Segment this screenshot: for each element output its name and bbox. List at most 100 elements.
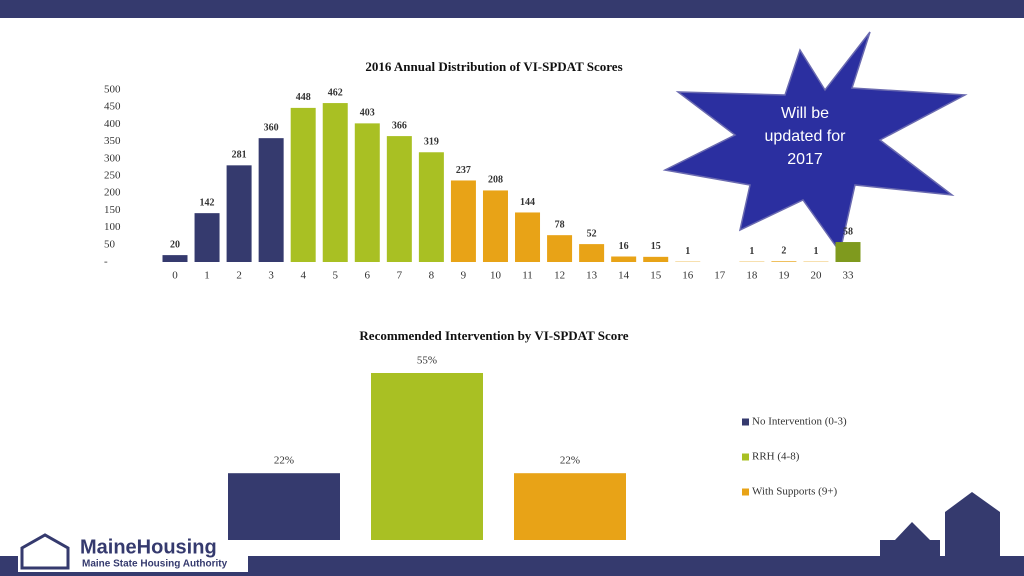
- y-tick-label: 300: [104, 152, 121, 164]
- bar: [482, 190, 508, 262]
- x-tick-label: 20: [810, 270, 822, 282]
- roof: [895, 522, 930, 540]
- bar: [194, 213, 220, 262]
- logo-bg: [18, 532, 248, 572]
- x-tick-label: 13: [586, 270, 598, 282]
- bar: [579, 244, 605, 262]
- value-label: 462: [328, 87, 343, 98]
- bar: [354, 123, 380, 262]
- x-tick-label: 2: [236, 270, 242, 282]
- x-tick-label: 4: [300, 270, 306, 282]
- top-band: [0, 0, 1024, 18]
- value-label: 366: [392, 120, 407, 131]
- x-tick-label: 3: [268, 270, 274, 282]
- value-label: 319: [424, 137, 439, 148]
- y-tick-label: 400: [104, 118, 121, 130]
- houses: [880, 492, 1000, 568]
- bar: [450, 180, 476, 262]
- value-label: 237: [456, 165, 471, 176]
- value-label: 208: [488, 175, 503, 186]
- value-label: 1: [813, 246, 818, 257]
- bar: [371, 373, 483, 540]
- logo-subtitle: Maine State Housing Authority: [82, 559, 228, 570]
- y-tick-label: 450: [104, 101, 121, 113]
- value-label: 403: [360, 108, 375, 119]
- annotation: updated for: [765, 128, 847, 145]
- legend-swatch: [742, 453, 749, 461]
- starburst: [662, 31, 968, 254]
- x-tick-label: 16: [682, 270, 694, 282]
- y-tick-label: 500: [104, 84, 121, 96]
- annotation: Will be: [781, 105, 829, 122]
- bar: [835, 242, 861, 262]
- value-label: 144: [520, 197, 535, 208]
- house: [880, 540, 940, 568]
- value-label: 2: [781, 246, 786, 257]
- x-tick-label: 7: [397, 270, 403, 282]
- x-tick-label: 14: [618, 270, 630, 282]
- x-tick-label: 10: [490, 270, 502, 282]
- annotation: 2017: [787, 151, 823, 168]
- bar: [258, 138, 284, 262]
- y-tick-label: -: [104, 256, 108, 268]
- x-tick-label: 8: [429, 270, 435, 282]
- value-label: 142: [200, 197, 215, 208]
- house: [945, 512, 1000, 568]
- y-tick-label: 100: [104, 221, 121, 233]
- legend-label: No Intervention (0-3): [752, 416, 847, 428]
- legend-label: With Supports (9+): [752, 486, 838, 498]
- value-label: 281: [232, 150, 247, 161]
- bar: [771, 261, 797, 262]
- x-tick-label: 6: [365, 270, 371, 282]
- value-label: 15: [651, 241, 661, 252]
- bar: [290, 107, 316, 262]
- value-label: 360: [264, 122, 279, 133]
- bar: [386, 136, 412, 262]
- y-tick-label: 50: [104, 238, 116, 250]
- logo: MaineHousing Maine State Housing Authori…: [18, 532, 248, 572]
- value-label: 1: [685, 246, 690, 257]
- x-tick-label: 9: [461, 270, 467, 282]
- x-tick-label: 1: [204, 270, 210, 282]
- roof: [945, 492, 1000, 512]
- logo-icon: [20, 533, 70, 570]
- legend-swatch: [742, 488, 749, 496]
- legend-swatch: [742, 418, 749, 426]
- bar: [514, 473, 626, 540]
- bar: [418, 152, 444, 262]
- bar: [547, 235, 573, 262]
- y-tick-label: 250: [104, 170, 121, 182]
- y-tick-label: 150: [104, 204, 121, 216]
- bar: [228, 473, 340, 540]
- value-label: 58: [843, 226, 853, 237]
- x-tick-label: 15: [650, 270, 662, 282]
- value-label: 1: [749, 246, 754, 257]
- y-tick-label: 200: [104, 187, 121, 199]
- bar: [322, 103, 348, 263]
- value-label: 22%: [274, 455, 294, 467]
- y-tick-label: 350: [104, 135, 121, 147]
- value-label: 16: [619, 241, 629, 252]
- value-label: 448: [296, 92, 311, 103]
- x-tick-label: 17: [714, 270, 726, 282]
- value-label: 78: [555, 219, 565, 230]
- legend-label: RRH (4-8): [752, 451, 800, 463]
- x-tick-label: 12: [554, 270, 565, 282]
- chart-title: 2016 Annual Distribution of VI-SPDAT Sco…: [365, 59, 622, 74]
- x-tick-label: 11: [522, 270, 533, 282]
- x-tick-label: 19: [778, 270, 790, 282]
- bar: [162, 255, 188, 262]
- bar: [643, 256, 669, 262]
- value-label: 52: [587, 228, 597, 239]
- x-tick-label: 33: [843, 270, 855, 282]
- value-label: 20: [170, 239, 180, 250]
- chart-title: Recommended Intervention by VI-SPDAT Sco…: [359, 328, 628, 343]
- x-tick-label: 0: [172, 270, 178, 282]
- x-tick-label: 18: [746, 270, 758, 282]
- bar: [611, 256, 637, 262]
- logo-name: MaineHousing: [80, 536, 217, 558]
- x-tick-label: 5: [332, 270, 338, 282]
- bar: [515, 212, 541, 262]
